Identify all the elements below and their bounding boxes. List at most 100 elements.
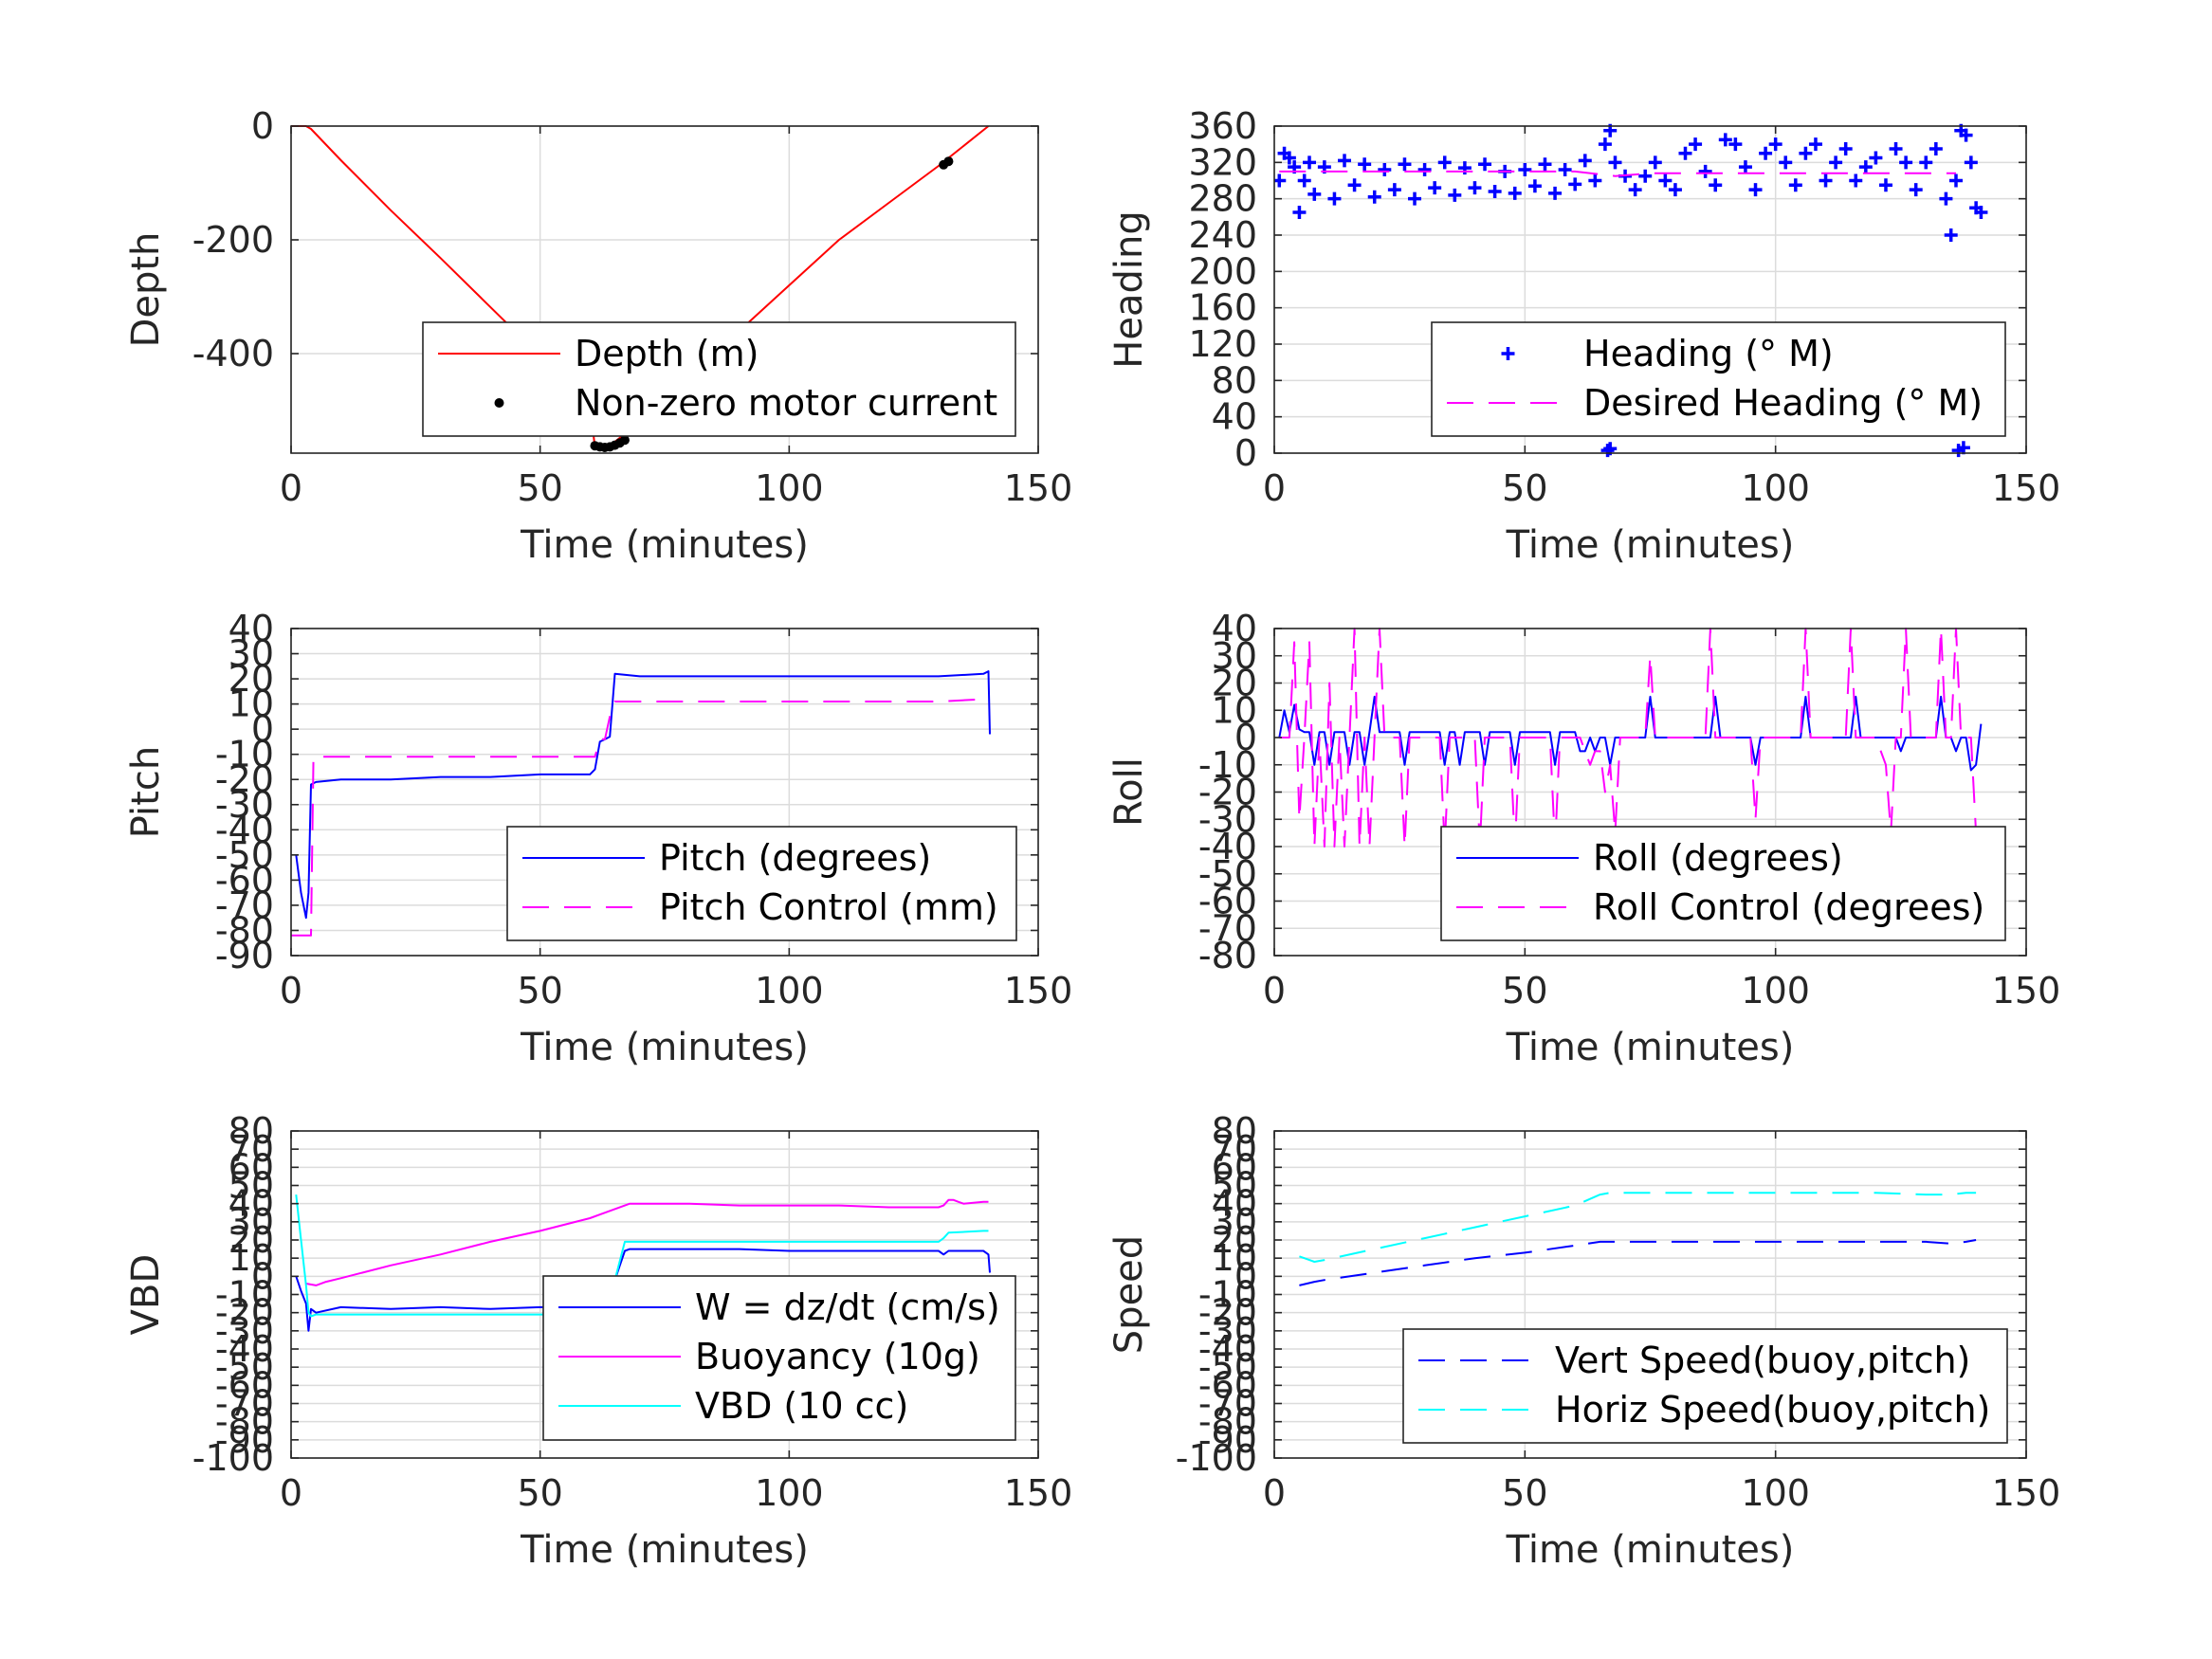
plot-area [1274,123,1988,458]
y-tick-label: 10 [229,684,274,725]
y-tick-label: 40 [1212,1183,1257,1225]
y-tick-label: 20 [1212,1219,1257,1261]
y-tick-label: -20 [1198,1292,1257,1334]
plot-area [291,125,990,452]
series-2-markers [590,156,954,452]
series-1-line [1299,1239,1977,1286]
legend-label: Desired Heading (° M) [1583,382,1983,424]
y-tick-label: -90 [215,1419,274,1461]
y-tick-label: -40 [215,1328,274,1370]
y-tick-label: -60 [215,1364,274,1406]
legend-label: Horiz Speed(buoy,pitch) [1555,1389,1990,1431]
y-tick-label: -90 [215,935,274,976]
series-1-point [1608,155,1622,170]
y-tick-label: 30 [1212,1201,1257,1243]
series-1-point [1878,178,1892,192]
x-tick-label: 0 [1263,970,1286,1012]
series-1-point [1799,146,1813,160]
legend-box [422,321,1016,437]
y-tick-label: 10 [229,1237,274,1279]
y-tick-label: -50 [1198,853,1257,895]
legend: Vert Speed(buoy,pitch) Horiz Speed(buoy,p… [1402,1328,2008,1444]
series-1-point [1358,157,1372,172]
legend: Heading (° M) Desired Heading (° M) [1431,321,2006,437]
x-tick-label: 150 [1992,1472,2061,1514]
x-tick-label: 100 [1741,1472,1810,1514]
y-tick-label: 200 [1188,250,1257,292]
legend-label: Depth (m) [575,333,759,374]
legend-label: Vert Speed(buoy,pitch) [1555,1340,1970,1381]
y-tick-label: -70 [215,1383,274,1425]
y-tick-label: -200 [192,219,274,261]
plot-area [291,670,991,937]
legend: W = dz/dt (cm/s) Buoyancy (10g) VBD (10 cc… [542,1275,1016,1441]
x-axis-label: Time (minutes) [1506,1026,1795,1069]
y-tick-label: 0 [251,105,274,147]
plot-area [1299,1192,1977,1286]
y-tick-label: 20 [229,1219,274,1261]
legend: Depth (m) Non-zero motor current [422,321,1016,437]
y-tick-label: -400 [192,333,274,374]
series-2-line [1279,628,1978,848]
y-tick-label: -20 [1198,772,1257,813]
series-1-point [1668,183,1682,197]
series-1-point [1558,163,1572,176]
y-tick-label: 0 [1234,717,1257,758]
series-2-point [619,435,630,446]
legend-swatch [1501,347,1515,360]
y-tick-label: -80 [1198,935,1257,976]
x-tick-label: 150 [1992,970,2061,1012]
series-1-point [1964,155,1978,170]
series-1-point [1698,164,1712,178]
x-tick-label: 50 [1502,1472,1547,1514]
series-1-point [1568,177,1582,191]
series-1-point [1678,146,1692,160]
series-1-point [1527,179,1542,193]
x-tick-label: 0 [280,970,302,1012]
series-1-point [1628,183,1642,197]
x-tick-label: 0 [1263,467,1286,509]
series-1-point [1297,173,1311,188]
series-2-line [1299,1192,1977,1263]
y-tick-label: -90 [1198,1419,1257,1461]
y-axis-label: Depth [124,232,168,348]
y-tick-label: 10 [1212,1237,1257,1279]
series-1-point [1829,155,1843,170]
series-1-point [1748,183,1763,197]
y-tick-label: 30 [229,633,274,675]
y-axis-label: Pitch [124,746,168,838]
x-tick-label: 50 [1502,467,1547,509]
series-1-point [1408,191,1422,206]
series-1-point [1518,163,1532,176]
y-tick-label: -30 [1198,1310,1257,1352]
x-tick-label: 0 [280,1472,302,1514]
series-1-point [1648,155,1662,170]
y-tick-label: -10 [215,1274,274,1316]
y-tick-label: 70 [1212,1128,1257,1170]
axes-box [290,125,1039,454]
series-1-point [1869,151,1883,165]
y-tick-label: -40 [1198,826,1257,867]
y-tick-label: 320 [1188,141,1257,183]
y-tick-label: -70 [1198,1383,1257,1425]
subplot-4: 0 50 100 150-80-70-60-50-40-30-20-100102030… [1107,608,2060,1069]
series-2-point [943,156,954,167]
legend-box [542,1275,1016,1441]
y-tick-label: 40 [1212,608,1257,649]
y-tick-label: -30 [215,784,274,826]
x-tick-label: 50 [517,1472,562,1514]
series-1-point [1779,155,1793,170]
x-tick-label: 0 [280,467,302,509]
x-axis-label: Time (minutes) [1506,1528,1795,1572]
series-1-point [1598,137,1612,152]
x-tick-label: 100 [1741,467,1810,509]
series-2-line [305,1198,989,1286]
y-tick-label: 30 [229,1201,274,1243]
series-1-point [1974,206,1988,220]
series-1-point [1909,183,1923,197]
y-tick-label: 240 [1188,214,1257,256]
series-1-point [1889,141,1903,155]
series-1-point [1849,173,1863,188]
series-1-point [1899,155,1913,170]
series-1-point [1738,160,1752,174]
